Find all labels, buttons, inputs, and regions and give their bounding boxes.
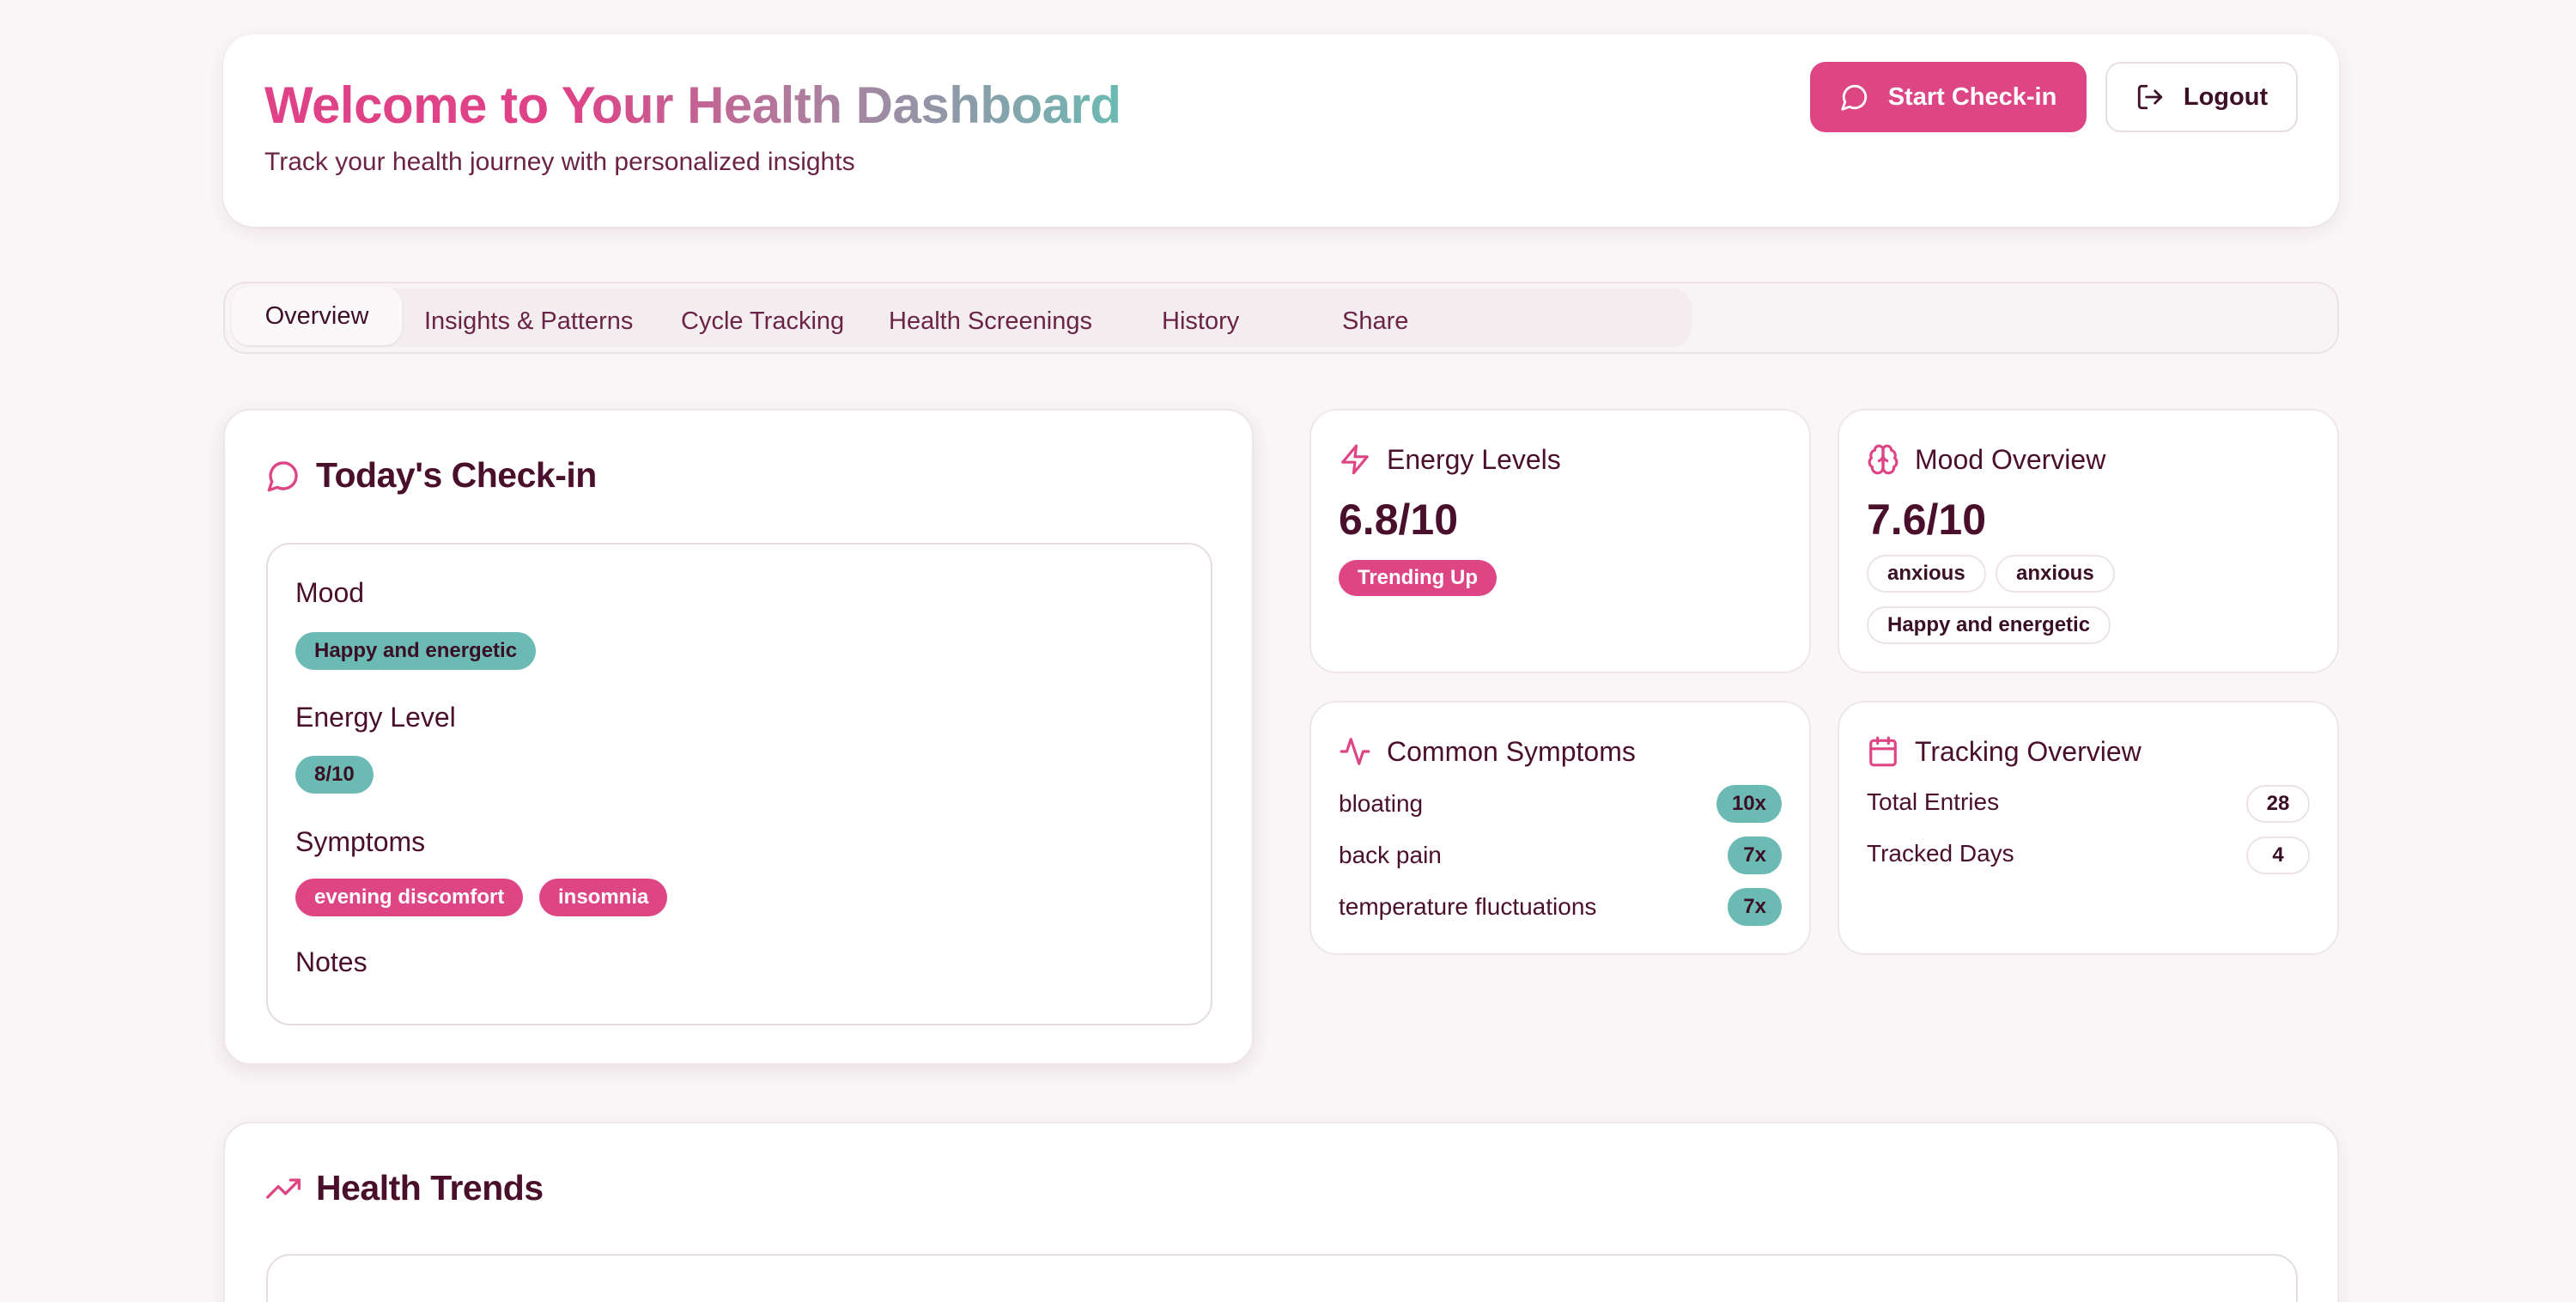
zap-icon <box>1341 444 1369 475</box>
brain-icon <box>1868 444 1899 475</box>
health-trends-title-text: Health Trends <box>316 1168 544 1208</box>
symptom-badge: evening discomfort <box>295 879 524 916</box>
energy-average-value: 6.8/10 <box>1339 496 1459 544</box>
activity-icon <box>1340 738 1370 765</box>
tab-list <box>232 289 1692 347</box>
mood-overview-title: Mood Overview <box>1867 443 2105 476</box>
tracking-overview-card: Tracking Overview Total Entries 28 Track… <box>1838 701 2339 955</box>
symptom-badge: insomnia <box>539 879 668 916</box>
common-symptoms-title-text: Common Symptoms <box>1387 735 1636 767</box>
tracking-overview-title-text: Tracking Overview <box>1915 735 2142 767</box>
mood-tag: Happy and energetic <box>1867 606 2111 644</box>
energy-levels-card: Energy Levels 6.8/10 Trending Up <box>1309 409 1811 673</box>
symptom-count: 10x <box>1716 785 1782 823</box>
checkin-details: Mood Happy and energetic Energy Level 8/… <box>266 543 1212 1025</box>
health-trends-chart-area <box>266 1254 2298 1302</box>
logout-label: Logout <box>2183 82 2269 111</box>
page-title: Welcome to Your Health Dashboard <box>264 76 1121 134</box>
energy-level-label: Energy Level <box>295 702 456 733</box>
start-checkin-label: Start Check-in <box>1887 82 2057 111</box>
tracking-overview-title: Tracking Overview <box>1867 735 2142 768</box>
total-entries-label: Total Entries <box>1867 788 2000 815</box>
log-out-icon <box>2137 84 2163 110</box>
checkin-title: Today's Check-in <box>266 455 597 496</box>
tracked-days-count: 4 <box>2246 837 2310 874</box>
common-symptoms-title: Common Symptoms <box>1339 735 1636 768</box>
energy-level-badge: 8/10 <box>295 756 374 794</box>
tab-history[interactable]: History <box>1162 307 1240 335</box>
notes-label: Notes <box>295 946 368 977</box>
symptom-count: 7x <box>1728 837 1782 874</box>
trending-up-icon <box>266 1177 301 1199</box>
tab-share[interactable]: Share <box>1342 307 1409 335</box>
logout-button[interactable]: Logout <box>2105 62 2298 132</box>
tab-bar <box>223 282 2339 354</box>
tab-insights-patterns[interactable]: Insights & Patterns <box>424 307 634 335</box>
mood-tag: anxious <box>1867 555 1986 593</box>
health-trends-card: Health Trends <box>223 1122 2339 1302</box>
checkin-title-text: Today's Check-in <box>316 455 597 495</box>
mood-average-value: 7.6/10 <box>1867 496 1987 544</box>
tab-cycle-tracking[interactable]: Cycle Tracking <box>681 307 845 335</box>
todays-checkin-card: Today's Check-in Mood Happy and energeti… <box>223 409 1254 1065</box>
calendar-icon <box>1869 736 1897 767</box>
symptom-name: bloating <box>1339 790 1424 817</box>
symptom-name: back pain <box>1339 842 1442 868</box>
start-checkin-button[interactable]: Start Check-in <box>1810 62 2087 132</box>
mood-label: Mood <box>295 577 365 608</box>
tracked-days-label: Tracked Days <box>1867 840 2014 867</box>
common-symptoms-card: Common Symptoms bloating 10x back pain 7… <box>1309 701 1811 955</box>
symptom-count: 7x <box>1728 888 1782 926</box>
mood-overview-card: Mood Overview 7.6/10 anxious anxious Hap… <box>1838 409 2339 673</box>
trend-badge: Trending Up <box>1339 560 1497 596</box>
mood-overview-title-text: Mood Overview <box>1915 443 2106 475</box>
energy-levels-title: Energy Levels <box>1339 443 1561 476</box>
health-trends-title: Health Trends <box>266 1168 544 1208</box>
tab-overview[interactable]: Overview <box>232 287 402 345</box>
message-circle-icon <box>1841 84 1867 111</box>
symptom-name: temperature fluctuations <box>1339 893 1597 920</box>
total-entries-count: 28 <box>2246 785 2310 823</box>
page-subtitle: Track your health journey with personali… <box>264 148 855 176</box>
mood-badge: Happy and energetic <box>295 632 537 670</box>
message-circle-icon <box>267 460 298 491</box>
symptoms-label: Symptoms <box>295 826 426 857</box>
mood-tag: anxious <box>1996 555 2115 593</box>
tab-health-screenings[interactable]: Health Screenings <box>889 307 1092 335</box>
energy-levels-title-text: Energy Levels <box>1387 443 1561 475</box>
